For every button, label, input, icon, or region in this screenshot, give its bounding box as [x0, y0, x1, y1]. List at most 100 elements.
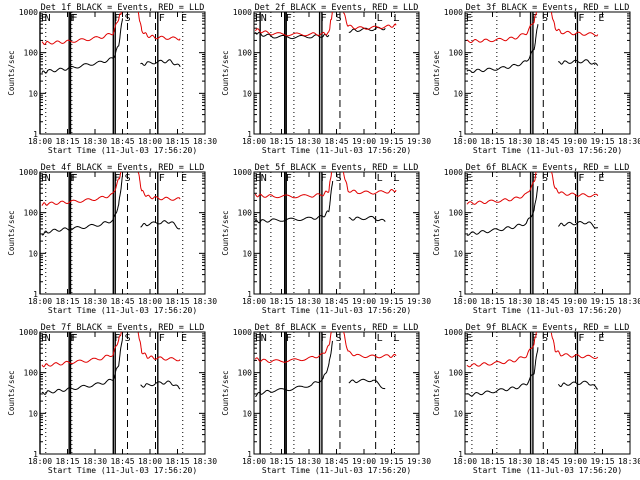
x-tick-label: 19:00: [352, 457, 376, 466]
y-tick-label: 100: [238, 369, 253, 378]
lld-series-line: [137, 332, 181, 362]
x-tick-label: 18:00: [242, 137, 266, 146]
x-tick-label: 19:30: [407, 457, 431, 466]
detector-panel: Det 6f BLACK = Events, RED = LLD 1 10 100 10…: [432, 163, 640, 315]
y-axis-label: Counts/sec: [7, 50, 16, 95]
x-tick-label: 19:15: [590, 297, 614, 306]
events-series-line: [254, 180, 334, 224]
y-tick-label: 100: [24, 49, 39, 58]
x-axis-label: Start Time (11-Jul-03 17:56:20): [262, 146, 411, 155]
y-tick-label: 1000: [233, 168, 252, 177]
y-tick-label: 100: [449, 209, 464, 218]
event-marker-label: N: [261, 333, 267, 344]
x-tick-label: 18:45: [110, 297, 134, 306]
event-marker-label: F: [578, 173, 584, 184]
event-marker-label: E: [466, 13, 472, 24]
lld-series-line: [255, 12, 333, 37]
event-marker-label: E: [41, 333, 47, 344]
event-marker-label: F: [321, 333, 327, 344]
x-tick-label: 18:30: [83, 137, 107, 146]
events-series-line: [41, 337, 123, 395]
x-tick-label: 18:00: [138, 457, 162, 466]
x-tick-label: 19:00: [563, 137, 587, 146]
x-tick-label: 18:30: [83, 297, 107, 306]
x-tick-label: 19:00: [563, 297, 587, 306]
lld-series-line: [550, 172, 599, 198]
events-series-line: [41, 175, 123, 236]
x-tick-label: 18:30: [618, 457, 640, 466]
event-marker-label: F: [578, 333, 584, 344]
event-marker-label: S: [336, 13, 342, 24]
event-marker-label: N: [261, 173, 267, 184]
event-marker-label: F: [70, 333, 76, 344]
y-tick-label: 1000: [444, 328, 463, 337]
y-tick-label: 1: [33, 290, 38, 299]
events-series-line: [466, 347, 539, 397]
y-tick-label: 10: [242, 249, 252, 258]
x-tick-label: 18:00: [138, 137, 162, 146]
events-series-line: [140, 220, 181, 230]
plot-frame: [464, 171, 631, 295]
x-axis-label: Start Time (11-Jul-03 17:56:20): [473, 306, 622, 315]
y-tick-label: 10: [453, 89, 463, 98]
x-tick-label: 18:00: [453, 137, 477, 146]
y-tick-label: 1000: [19, 328, 38, 337]
lld-series-line: [41, 172, 122, 206]
event-marker-label: L: [394, 13, 400, 24]
events-series-line: [140, 59, 181, 67]
y-tick-label: 10: [453, 409, 463, 418]
x-tick-label: 18:15: [480, 457, 504, 466]
panel-title: Det 7f BLACK = Events, RED = LLD: [41, 323, 205, 333]
x-axis-label: Start Time (11-Jul-03 17:56:20): [262, 466, 411, 475]
plot-frame: [39, 11, 206, 135]
event-marker-label: L: [377, 13, 383, 24]
event-marker-label: E: [466, 173, 472, 184]
detector-panel: Det 5f BLACK = Events, RED = LLD 1 10 100 10…: [221, 163, 431, 315]
event-marker-label: F: [70, 173, 76, 184]
event-marker-label: E: [181, 173, 187, 184]
x-tick-label: 19:15: [590, 137, 614, 146]
y-tick-label: 100: [449, 49, 464, 58]
plot-frame: [464, 331, 631, 455]
x-tick-label: 18:30: [508, 457, 532, 466]
event-marker-label: L: [394, 333, 400, 344]
x-tick-label: 18:45: [324, 137, 348, 146]
x-tick-label: 18:15: [269, 137, 293, 146]
y-tick-label: 1: [458, 130, 463, 139]
lld-series-line: [137, 172, 181, 201]
x-tick-label: 18:30: [193, 457, 217, 466]
panel-title: Det 4f BLACK = Events, RED = LLD: [41, 163, 205, 173]
y-axis-label: Counts/sec: [7, 210, 16, 255]
y-axis-label: Counts/sec: [221, 50, 230, 95]
event-marker-label: F: [114, 13, 120, 24]
x-tick-label: 19:15: [379, 457, 403, 466]
detector-panel: Det 1f BLACK = Events, RED = LLD 1 10 100 10…: [7, 3, 217, 155]
lld-series-line: [466, 12, 537, 43]
event-marker-label: F: [286, 13, 292, 24]
lld-series-line: [254, 332, 332, 364]
event-marker-label: F: [532, 173, 538, 184]
event-marker-label: S: [542, 173, 548, 184]
event-marker-label: F: [159, 173, 165, 184]
x-tick-label: 18:30: [193, 297, 217, 306]
lld-series-line: [137, 12, 181, 41]
x-tick-label: 18:30: [618, 297, 640, 306]
x-axis-label: Start Time (11-Jul-03 17:56:20): [48, 466, 197, 475]
x-tick-label: 19:15: [379, 137, 403, 146]
x-tick-label: 18:15: [165, 137, 189, 146]
event-marker-label: N: [45, 173, 51, 184]
x-tick-label: 18:15: [165, 297, 189, 306]
x-tick-label: 19:15: [379, 297, 403, 306]
y-tick-label: 1: [33, 130, 38, 139]
event-marker-label: S: [542, 13, 548, 24]
x-tick-label: 18:15: [55, 457, 79, 466]
y-tick-label: 1000: [19, 168, 38, 177]
y-tick-label: 1000: [233, 8, 252, 17]
x-tick-label: 19:00: [352, 297, 376, 306]
panel-title: Det 5f BLACK = Events, RED = LLD: [255, 163, 419, 173]
events-series-line: [558, 59, 599, 66]
event-marker-label: E: [181, 13, 187, 24]
event-marker-label: F: [578, 13, 584, 24]
lld-series-line: [41, 12, 122, 46]
